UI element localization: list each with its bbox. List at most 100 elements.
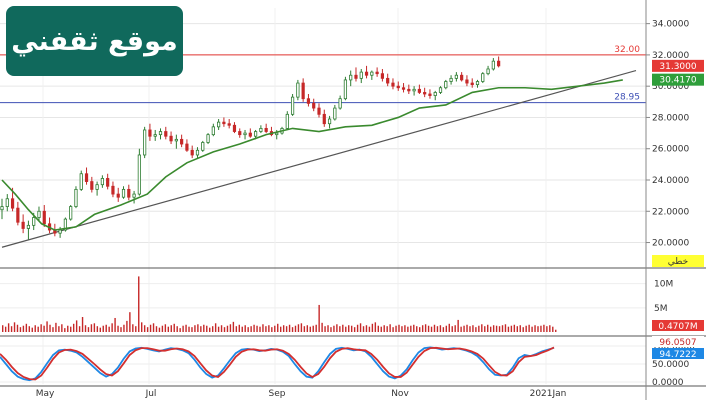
volume-bar	[492, 325, 495, 332]
volume-bar	[111, 323, 113, 332]
volume-bar	[522, 327, 524, 332]
moving-average-line	[1, 79, 623, 231]
volume-bar	[123, 324, 125, 332]
volume-bar	[158, 327, 161, 332]
candle-body	[148, 129, 152, 137]
candle-body	[111, 185, 115, 195]
volume-bar	[19, 327, 22, 332]
volume-bar	[102, 325, 104, 332]
volume-bar	[52, 327, 54, 332]
candle-body	[391, 82, 395, 87]
volume-bar	[67, 325, 69, 332]
candle-body	[0, 206, 4, 211]
candle-body	[201, 142, 205, 151]
volume-bar	[268, 325, 270, 332]
candle-body	[264, 127, 268, 132]
volume-bar	[96, 326, 99, 332]
volume-bar	[203, 324, 205, 332]
panel-label: خطي	[668, 257, 688, 267]
volume-bar	[510, 325, 513, 332]
volume-bar	[430, 326, 433, 332]
candle-body	[460, 74, 464, 81]
price-tag-label: 30.4170	[659, 76, 696, 86]
candle-body	[359, 71, 363, 79]
volume-bar	[138, 276, 140, 332]
volume-bar	[277, 323, 279, 332]
volume-bar	[342, 324, 344, 332]
candle-body	[370, 71, 374, 76]
volume-bar	[436, 326, 439, 332]
volume-bar	[348, 325, 350, 332]
volume-bar	[507, 326, 510, 332]
volume-bar	[315, 324, 317, 332]
volume-bar	[282, 325, 285, 332]
candle-body	[69, 206, 73, 220]
candle-body	[296, 82, 300, 98]
volume-bar	[501, 325, 504, 332]
y-tick-label: 20.0000	[652, 239, 689, 249]
volume-bar	[217, 326, 220, 332]
candle-body	[349, 74, 353, 81]
candle-body	[227, 123, 231, 126]
candle-body	[211, 126, 215, 136]
candle-body	[180, 138, 184, 145]
volume-bar	[463, 325, 465, 332]
volume-bar	[4, 326, 7, 332]
candle-body	[333, 107, 337, 120]
volume-bar	[439, 325, 442, 332]
candle-body	[423, 92, 427, 95]
volume-bar	[525, 325, 527, 332]
y-tick-label: 26.0000	[652, 145, 689, 155]
volume-bar	[353, 327, 356, 332]
volume-bar	[386, 326, 388, 332]
volume-bar	[478, 325, 480, 332]
candle-body	[386, 77, 390, 84]
candle-body	[248, 132, 252, 137]
volume-bar	[401, 326, 403, 332]
volume-bar	[534, 325, 536, 332]
price-tag	[652, 59, 704, 72]
volume-bar	[543, 324, 545, 332]
volume-bar	[149, 324, 152, 332]
y-tick-label: 28.0000	[652, 113, 689, 123]
volume-bar	[229, 324, 232, 332]
volume-bar	[330, 327, 332, 332]
candle-body	[290, 96, 295, 115]
candle-body	[32, 217, 36, 226]
candle-body	[63, 218, 67, 231]
volume-bar	[226, 325, 229, 332]
volume-bar	[108, 326, 110, 332]
volume-bar	[235, 326, 238, 332]
volume-bar	[516, 326, 518, 332]
candle-body	[16, 207, 20, 223]
volume-bar	[244, 325, 246, 332]
volume-bar	[55, 322, 57, 332]
volume-bar	[22, 325, 25, 332]
candle-body	[243, 132, 247, 136]
volume-bar	[46, 321, 48, 332]
site-logo: موقع ثقفني	[6, 6, 183, 76]
volume-bar	[495, 325, 498, 332]
volume-bar	[380, 326, 382, 332]
volume-bar	[451, 326, 453, 332]
candle-body	[238, 131, 242, 136]
volume-bar	[194, 325, 196, 332]
volume-bar	[253, 324, 255, 332]
volume-bar	[555, 329, 557, 332]
volume-bar	[291, 327, 294, 332]
site-logo-text: موقع ثقفني	[11, 25, 178, 57]
volume-bar	[327, 325, 329, 332]
volume-bar	[271, 327, 273, 332]
volume-bar	[72, 323, 75, 332]
price-panel: 32.00 28.95	[0, 45, 646, 248]
candle-body	[143, 129, 147, 156]
volume-bar	[504, 324, 507, 332]
volume-bar	[176, 326, 178, 332]
candle-body	[322, 113, 326, 125]
volume-bar	[531, 326, 533, 332]
candle-body	[79, 173, 83, 190]
oscillator-tag	[652, 348, 704, 359]
volume-bar	[498, 326, 501, 332]
